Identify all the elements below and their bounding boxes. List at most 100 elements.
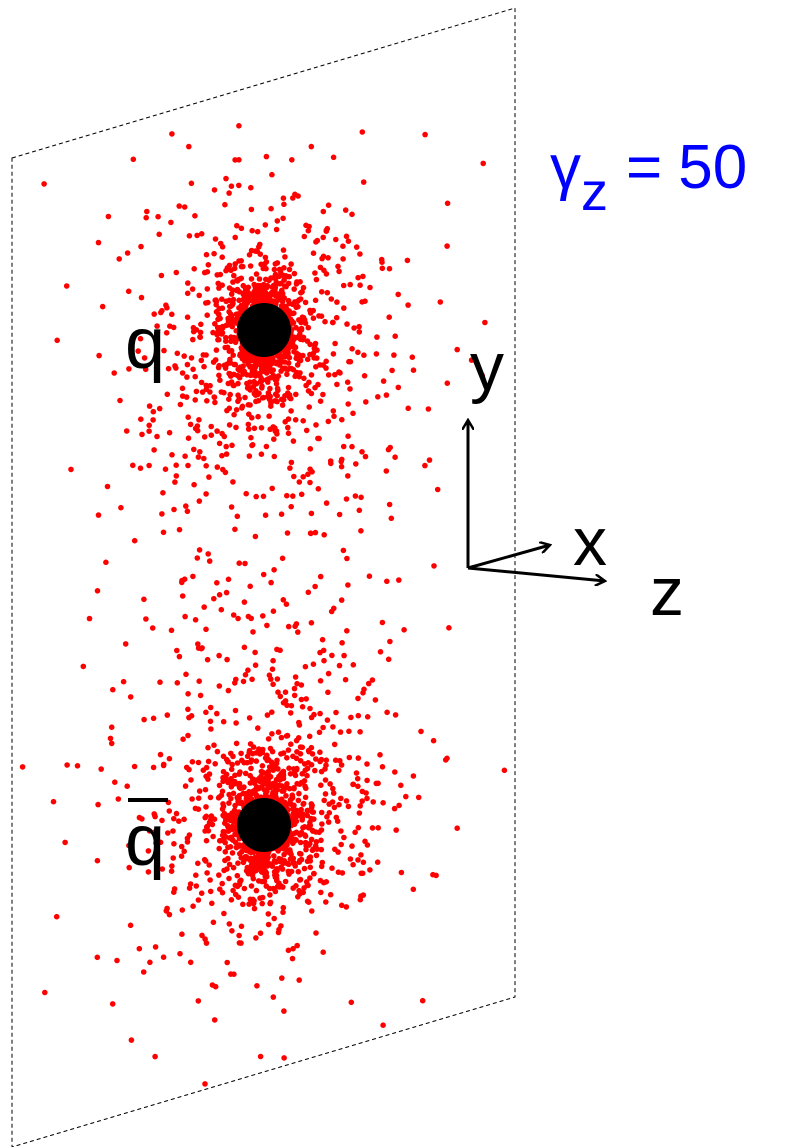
antiquark-label: q xyxy=(125,801,165,881)
gluon-dot xyxy=(258,356,265,363)
gluon-dot xyxy=(336,511,343,518)
gluon-dot xyxy=(265,736,272,742)
gluon-dot xyxy=(204,656,211,663)
gluon-dot xyxy=(321,797,328,804)
gluon-dot xyxy=(212,357,219,363)
gluon-dot xyxy=(103,559,109,566)
gluon-dot xyxy=(246,252,253,258)
gluon-dot xyxy=(303,427,310,434)
gluon-dot xyxy=(191,481,197,488)
gluon-dot xyxy=(434,486,441,493)
gluon-dot xyxy=(268,862,275,868)
gluon-dot xyxy=(196,547,203,553)
gluon-dot xyxy=(295,193,301,199)
gluon-dot xyxy=(262,222,269,228)
gluon-dot xyxy=(284,860,291,867)
gluon-dot xyxy=(260,613,266,619)
gluon-dot xyxy=(216,845,222,852)
gluon-dot xyxy=(237,769,243,775)
gluon-dot xyxy=(409,354,416,361)
gluon-dot xyxy=(313,364,319,370)
gluon-dot xyxy=(317,649,323,656)
gluon-dot xyxy=(250,744,257,750)
gluon-dot xyxy=(255,746,262,752)
gluon-dot xyxy=(168,868,175,874)
gluon-dot xyxy=(232,338,238,344)
gluon-dot xyxy=(285,623,292,630)
gluon-dot xyxy=(317,264,324,271)
gluon-dot xyxy=(202,786,209,793)
gluon-dot xyxy=(396,802,402,809)
antiquark xyxy=(237,798,291,852)
gluon-dot xyxy=(252,649,258,656)
gluon-dot xyxy=(392,454,398,461)
gluon-dot xyxy=(290,855,297,862)
gluon-dot xyxy=(303,222,309,229)
gluon-dot xyxy=(158,272,165,279)
gluon-dot xyxy=(332,371,338,378)
gluon-dot xyxy=(214,272,220,278)
gluon-dot xyxy=(308,620,315,626)
gluon-dot xyxy=(304,338,311,344)
gluon-dot xyxy=(290,493,296,499)
gluon-dot xyxy=(247,379,253,386)
gluon-dot xyxy=(193,872,199,878)
gluon-dot xyxy=(318,846,325,853)
gluon-dot xyxy=(359,788,366,795)
boost-relation: = xyxy=(626,133,662,202)
gluon-dot xyxy=(181,848,187,855)
gluon-dot xyxy=(234,760,241,766)
gluon-dot xyxy=(247,263,254,269)
gluon-dot xyxy=(325,202,332,208)
gluon-dot xyxy=(202,936,208,942)
gluon-dot xyxy=(173,269,180,276)
gluon-dot xyxy=(273,376,280,383)
gluon-dot xyxy=(422,131,428,138)
gluon-dot xyxy=(232,707,239,714)
gluon-dot xyxy=(311,355,317,361)
gluon-dot xyxy=(247,759,254,765)
gluon-dot xyxy=(137,335,144,342)
gluon-dot xyxy=(214,331,220,338)
gluon-dot xyxy=(195,860,201,867)
gluon-dot xyxy=(210,919,217,926)
gluon-dot xyxy=(383,392,390,398)
gluon-dot xyxy=(325,689,331,696)
gluon-dot xyxy=(410,773,417,779)
gluon-dot xyxy=(274,218,281,224)
gluon-dot xyxy=(145,869,152,875)
gluon-dot xyxy=(334,381,340,388)
gluon-dot xyxy=(196,788,203,794)
gluon-dot xyxy=(253,758,260,764)
gluon-dot xyxy=(158,309,164,316)
gluon-dot xyxy=(50,798,57,805)
gluon-dot xyxy=(210,833,216,840)
gluon-dot xyxy=(250,629,256,635)
gluon-dot xyxy=(300,418,307,424)
gluon-dot xyxy=(293,391,299,398)
gluon-dot xyxy=(252,662,259,668)
gluon-dot xyxy=(278,368,284,374)
gluon-dot xyxy=(344,628,350,634)
gluon-dot xyxy=(343,496,350,502)
gluon-dot xyxy=(191,266,197,272)
gluon-dot xyxy=(306,855,313,861)
gluon-dot xyxy=(221,389,227,396)
gluon-dot xyxy=(318,863,325,870)
gluon-dot xyxy=(273,381,280,387)
gluon-dot xyxy=(136,945,143,952)
gluon-dot xyxy=(350,410,356,417)
gluon-dot xyxy=(247,297,254,304)
gluon-dot xyxy=(295,894,301,900)
gluon-dot xyxy=(243,285,249,291)
gluon-dot xyxy=(178,843,185,850)
gluon-dot xyxy=(142,366,149,373)
gluon-dot xyxy=(184,290,191,297)
gluon-dot xyxy=(257,251,264,257)
gluon-dot xyxy=(231,272,237,279)
gluon-dot xyxy=(170,324,177,331)
gluon-dot xyxy=(213,297,219,303)
gluon-dot xyxy=(312,384,318,391)
gluon-dot xyxy=(222,201,228,208)
gluon-dot xyxy=(344,321,350,327)
